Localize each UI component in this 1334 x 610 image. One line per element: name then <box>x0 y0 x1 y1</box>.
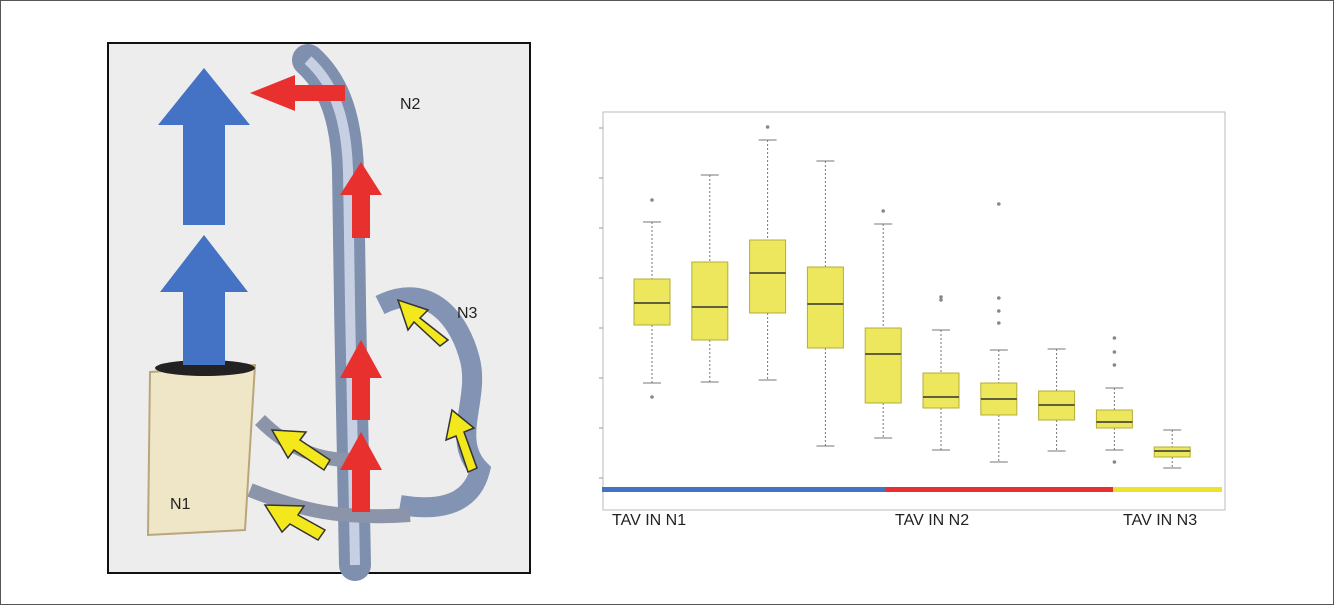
group-label: TAV IN N1 <box>612 512 686 529</box>
outlier <box>997 309 1001 313</box>
group-label: TAV IN N2 <box>895 512 969 529</box>
box <box>634 279 670 325</box>
outlier <box>939 298 943 302</box>
label-n1: N1 <box>170 496 191 513</box>
outlier <box>650 198 654 202</box>
outlier <box>881 209 885 213</box>
label-n2: N2 <box>400 96 421 113</box>
group-label: TAV IN N3 <box>1123 512 1197 529</box>
outlier <box>1113 363 1117 367</box>
outlier <box>766 125 770 129</box>
box <box>692 262 728 340</box>
group-bar <box>885 487 1113 492</box>
illustration: N2 N3 N1 <box>108 43 530 573</box>
box <box>865 328 901 403</box>
label-n3: N3 <box>457 305 478 322</box>
box <box>807 267 843 348</box>
outlier <box>1113 460 1117 464</box>
outlier <box>1113 336 1117 340</box>
figure: N2 N3 N1 TAV IN N1 TAV IN N2 TAV IN N3 <box>0 0 1334 605</box>
outlier <box>997 321 1001 325</box>
box <box>923 373 959 408</box>
group-bar <box>602 487 885 492</box>
outlier <box>650 395 654 399</box>
box <box>1096 410 1132 428</box>
outlier <box>1113 350 1117 354</box>
box <box>750 240 786 313</box>
outlier <box>997 202 1001 206</box>
group-bar <box>1113 487 1222 492</box>
outlier <box>997 296 1001 300</box>
box <box>1154 447 1190 457</box>
n1-vessel <box>148 365 255 535</box>
